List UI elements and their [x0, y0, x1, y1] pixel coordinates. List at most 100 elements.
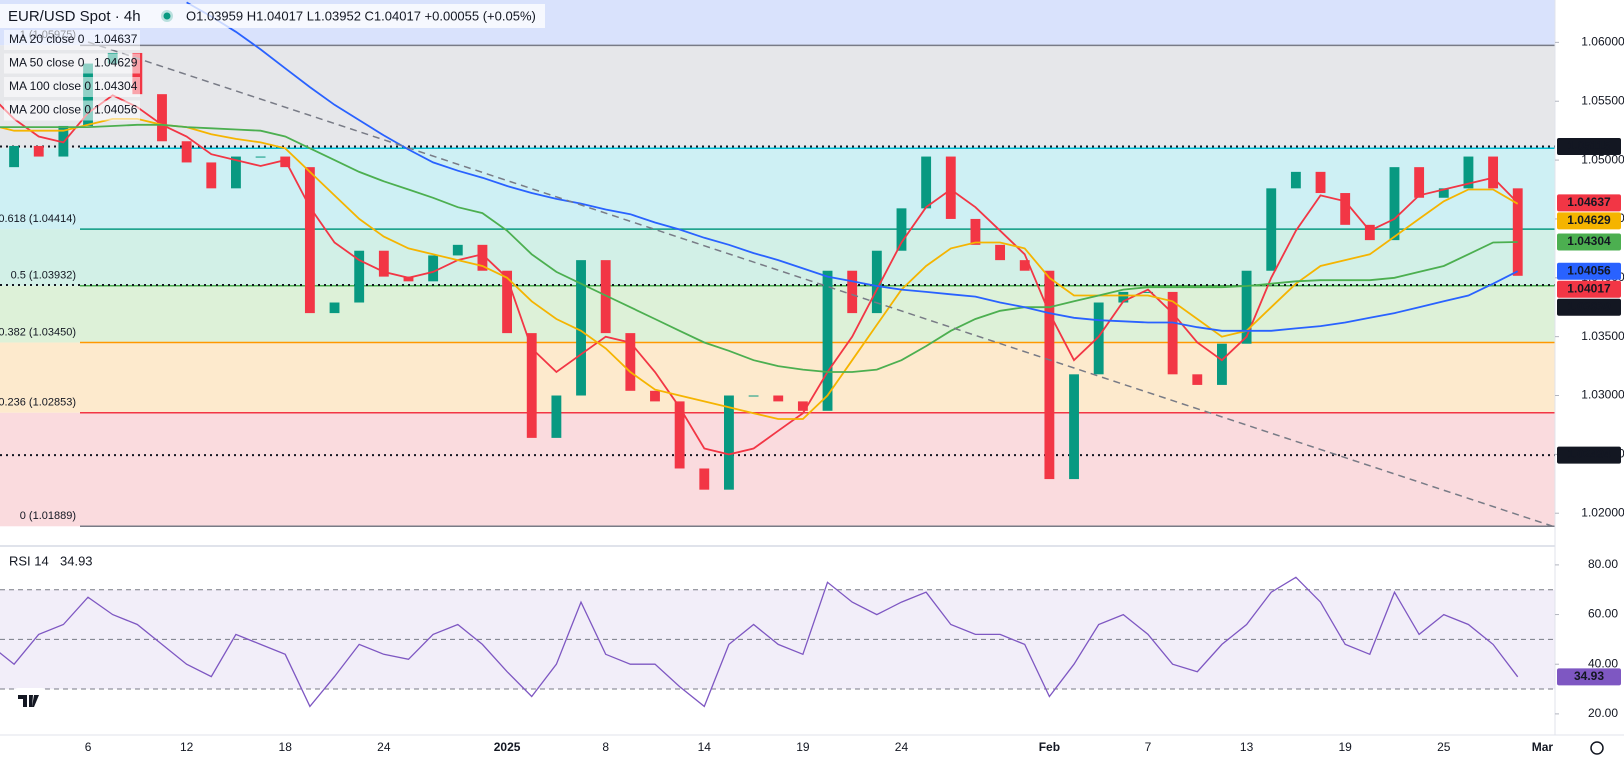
candle-body — [231, 156, 241, 189]
candle-body — [921, 156, 932, 209]
candle-body — [1044, 270, 1055, 480]
candle-body — [773, 395, 784, 402]
price-tag-label: 1.04637 — [1567, 195, 1611, 209]
x-tick-label: 7 — [1145, 740, 1152, 754]
candle-body — [1463, 156, 1474, 189]
x-tick-label: 19 — [1339, 740, 1353, 754]
y-tick-label: 1.05000 — [1581, 152, 1624, 166]
candle-body — [9, 145, 20, 168]
candle-body — [748, 395, 759, 397]
candle-body — [945, 156, 956, 219]
candle-body — [896, 208, 907, 251]
candle-body — [1438, 188, 1449, 198]
overlay-layer: 1 (1.05975)0.618 (1.04414)0.5 (1.03932)0… — [0, 29, 1624, 754]
legend-name: MA 200 close 0 — [9, 103, 91, 117]
candle-body — [699, 468, 710, 490]
candle-body — [847, 270, 858, 314]
legend-bg — [4, 100, 140, 121]
fib-zone — [0, 342, 1555, 413]
price-tag — [1557, 194, 1621, 212]
candle-body — [1143, 291, 1153, 293]
fib-zone — [0, 148, 1555, 230]
candle-body — [1118, 291, 1129, 303]
candle-body — [1167, 291, 1178, 375]
candle-body — [797, 401, 808, 411]
candle-body — [477, 244, 488, 271]
candle-body — [995, 244, 1006, 261]
x-tick-label: 8 — [602, 740, 609, 754]
rsi-tick-label: 80.00 — [1588, 557, 1618, 571]
candle-body — [304, 167, 315, 314]
ma-line — [186, 1, 1519, 332]
price-tag-label: 1.04017 — [1567, 281, 1611, 295]
x-tick-label: 24 — [895, 740, 909, 754]
candle-body — [132, 52, 143, 95]
legend-name: MA 100 close 0 — [9, 79, 91, 93]
candle-body — [1093, 302, 1104, 375]
price-tag-label: 1.04056 — [1567, 263, 1611, 277]
candle-body — [378, 250, 389, 277]
legend-value: 1.04637 — [94, 32, 138, 46]
price-tag — [1557, 212, 1621, 230]
ma-line — [0, 123, 1518, 373]
legend-name: MA 20 close 0 — [9, 32, 85, 46]
x-tick-label: 2025 — [494, 740, 521, 754]
legend-bg — [4, 30, 140, 50]
candle-body — [1290, 171, 1301, 189]
header-bg — [0, 4, 545, 28]
legend-value: 1.04629 — [94, 56, 138, 70]
fib-label: 0.236 (1.02853) — [0, 397, 76, 409]
candle-body — [1266, 188, 1277, 271]
candle-body — [329, 302, 340, 314]
candle-body — [871, 250, 882, 314]
candle-body — [33, 145, 44, 157]
price-tag — [1557, 280, 1621, 298]
logo-mark — [18, 695, 39, 707]
ma-legend: MA 20 close 0 1.04637 MA 50 close 0 1.04629… — [4, 30, 140, 121]
fib-zone — [0, 229, 1555, 286]
y-tick-label: 1.02000 — [1581, 505, 1624, 519]
x-tick-label: 24 — [377, 740, 391, 754]
price-pane — [0, 1, 1555, 490]
candle-body — [1217, 343, 1227, 385]
candle-body — [600, 260, 611, 334]
x-tick-label: Mar — [1532, 740, 1554, 754]
symbol-title: EUR/USD Spot · 4h — [8, 8, 141, 25]
candle-body — [1241, 270, 1252, 344]
candle-body — [551, 395, 562, 438]
candle-body — [650, 390, 660, 402]
fib-zone — [0, 412, 1555, 527]
legend-bg — [4, 77, 140, 97]
fib-label: 0 (1.01889) — [20, 510, 76, 522]
candle-body — [1340, 193, 1351, 225]
x-tick-label: 6 — [85, 740, 92, 754]
status-dot — [163, 12, 171, 20]
background-layer — [0, 0, 1555, 528]
x-tick-label: 13 — [1240, 740, 1254, 754]
fib-label: 0.382 (1.03450) — [0, 326, 76, 338]
fib-zone — [0, 285, 1555, 343]
x-tick-label: 19 — [796, 740, 810, 754]
fib-label: 0.618 (1.04414) — [0, 213, 76, 225]
candle-body — [970, 218, 981, 245]
fib-zone — [0, 45, 1555, 149]
rsi-tick-label: 40.00 — [1588, 656, 1618, 670]
candle-body — [1019, 260, 1030, 271]
candle-body — [403, 276, 414, 282]
candle-body — [255, 156, 266, 158]
price-tag — [1557, 262, 1621, 280]
x-tick-label: 25 — [1437, 740, 1451, 754]
settings-icon[interactable] — [1590, 741, 1604, 755]
y-tick-label: 1.03000 — [1581, 388, 1624, 402]
price-tag-label: 1.05115 — [1568, 139, 1611, 153]
candle-body — [1414, 167, 1425, 198]
candle-body — [1488, 156, 1499, 189]
trend-line — [87, 41, 1556, 528]
price-tag — [1557, 138, 1621, 156]
x-tick-label: 18 — [279, 740, 293, 754]
candle-body — [1192, 374, 1203, 385]
candle-body — [674, 401, 685, 469]
price-tag — [1557, 233, 1621, 251]
candle-body — [354, 250, 365, 303]
